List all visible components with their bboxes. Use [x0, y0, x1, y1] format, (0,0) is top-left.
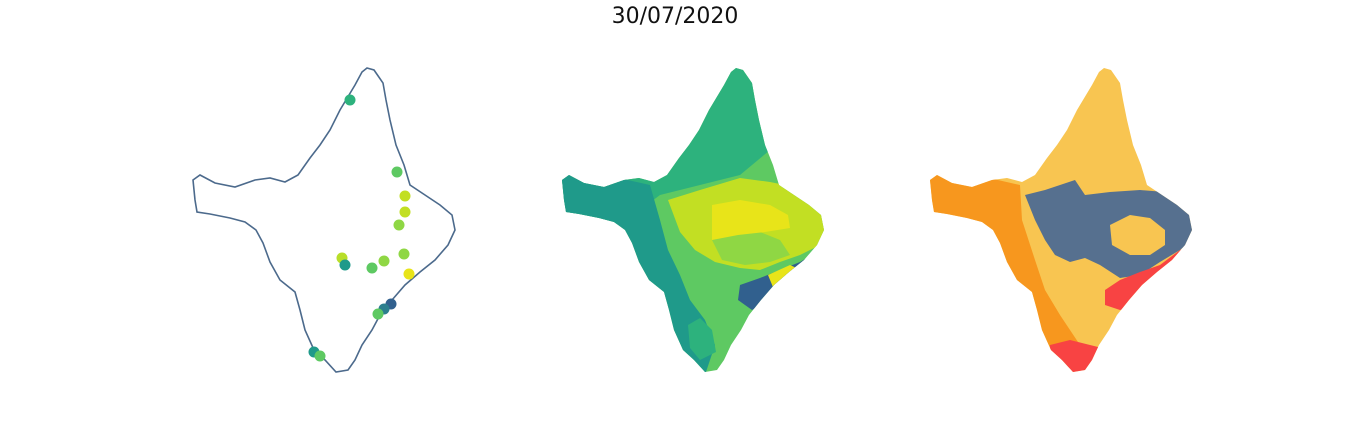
region-center: [712, 232, 790, 265]
state-outline: [192, 67, 456, 373]
class-south: [1050, 340, 1110, 372]
station-point: [378, 255, 390, 267]
station-point: [391, 166, 403, 178]
station-point: [314, 350, 326, 362]
station-point: [403, 268, 415, 280]
station-point: [344, 94, 356, 106]
station-point: [366, 262, 378, 274]
figure-title: 30/07/2020: [611, 4, 739, 29]
classified-panel: [930, 68, 1192, 372]
region-center-yellow: [712, 200, 790, 240]
class-inner-ring: [1110, 215, 1165, 255]
station-point: [399, 206, 411, 218]
station-point: [398, 248, 410, 260]
stations-panel: [192, 67, 456, 373]
station-point: [393, 219, 405, 231]
station-point: [372, 308, 384, 320]
region-southwest: [688, 318, 716, 360]
station-point: [339, 259, 351, 271]
station-points: [308, 94, 415, 362]
interpolated-panel: [562, 68, 824, 372]
station-point: [399, 190, 411, 202]
